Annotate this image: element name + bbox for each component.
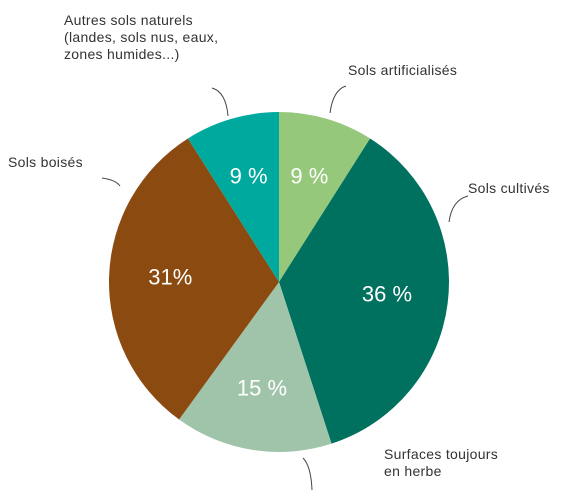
- pie-slice: [179, 282, 332, 452]
- value-label: 31%: [148, 264, 192, 289]
- category-label: Sols artificialisés: [348, 62, 458, 78]
- value-label: 9 %: [230, 163, 268, 188]
- leader-line: [211, 87, 229, 117]
- leader-line: [329, 85, 347, 114]
- pie-slice: [279, 112, 371, 282]
- category-label: Sols cultivés: [468, 180, 550, 196]
- category-label: Surfaces toujours en herbe: [384, 446, 499, 479]
- value-label: 9 %: [290, 163, 328, 188]
- leader-line: [101, 177, 121, 187]
- category-label: Sols boisés: [8, 154, 83, 170]
- pie-slice: [187, 112, 279, 282]
- pie-slice: [108, 138, 279, 420]
- value-label: 36 %: [362, 281, 412, 306]
- leader-line: [448, 195, 469, 223]
- leader-line: [302, 457, 313, 491]
- category-label: Autres sols naturels (landes, sols nus, …: [64, 12, 219, 62]
- pie-slice: [279, 138, 449, 444]
- value-label: 15 %: [237, 375, 287, 400]
